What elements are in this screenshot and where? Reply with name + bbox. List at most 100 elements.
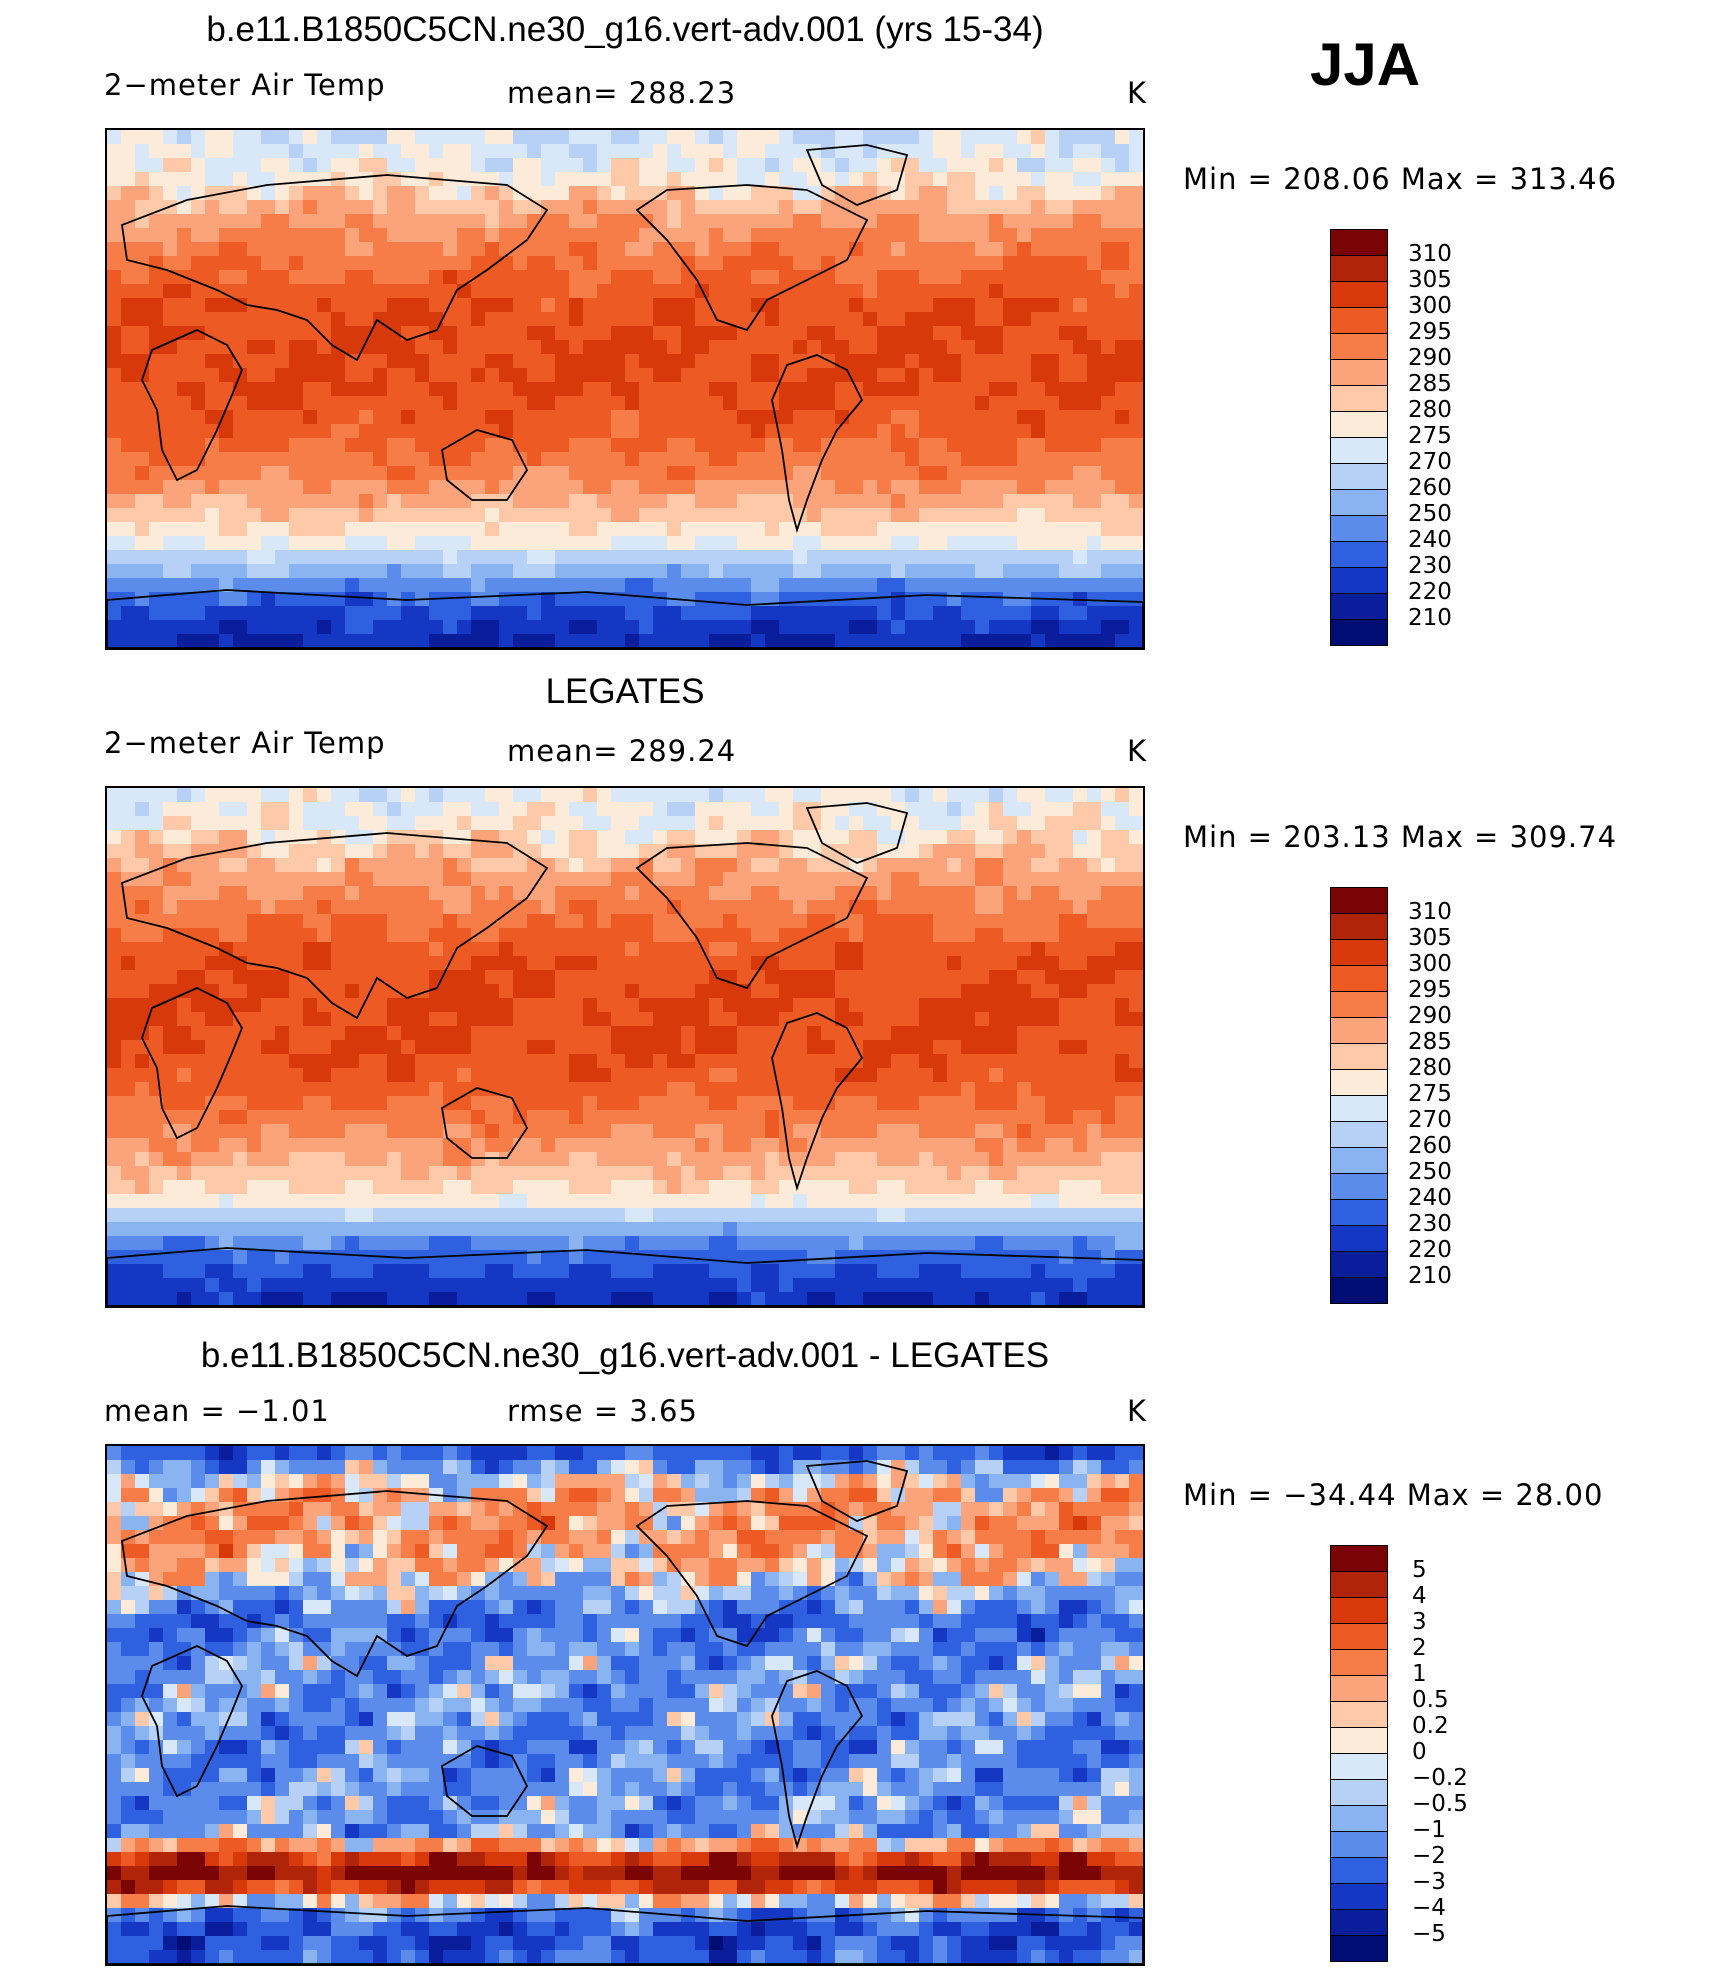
field-cell (499, 284, 514, 299)
field-cell (737, 340, 752, 355)
field-cell (597, 1012, 612, 1027)
field-cell (751, 550, 766, 565)
field-cell (863, 522, 878, 537)
field-cell (989, 312, 1004, 327)
field-cell (555, 830, 570, 845)
field-cell (877, 410, 892, 425)
field-cell (947, 284, 962, 299)
field-cell (107, 998, 122, 1013)
field-cell (555, 354, 570, 369)
field-cell (513, 158, 528, 173)
field-cell (107, 242, 122, 257)
field-cell (863, 1054, 878, 1069)
field-cell (905, 1068, 920, 1083)
field-cell (177, 802, 192, 817)
field-cell (471, 326, 486, 341)
field-cell (821, 1026, 836, 1041)
field-cell (877, 424, 892, 439)
field-cell (275, 1124, 290, 1139)
field-cell (863, 466, 878, 481)
field-cell (443, 1138, 458, 1153)
field-cell (765, 214, 780, 229)
field-cell (1045, 312, 1060, 327)
field-cell (737, 1026, 752, 1041)
field-cell (667, 326, 682, 341)
field-cell (765, 494, 780, 509)
field-cell (401, 270, 416, 285)
field-cell (779, 788, 794, 803)
field-cell (233, 172, 248, 187)
field-cell (1101, 984, 1116, 999)
field-cell (639, 914, 654, 929)
field-cell (121, 998, 136, 1013)
field-cell (583, 1124, 598, 1139)
field-cell (765, 578, 780, 593)
field-cell (247, 186, 262, 201)
field-cell (877, 214, 892, 229)
field-cell (1087, 382, 1102, 397)
field-cell (135, 802, 150, 817)
field-cell (443, 536, 458, 551)
field-cell (1017, 130, 1032, 145)
field-cell (247, 998, 262, 1013)
field-cell (485, 1096, 500, 1111)
field-cell (1115, 130, 1130, 145)
field-cell (1101, 998, 1116, 1013)
field-cell (975, 606, 990, 621)
field-cell (625, 830, 640, 845)
field-cell (569, 928, 584, 943)
field-cell (989, 872, 1004, 887)
field-cell (555, 1124, 570, 1139)
field-cell (821, 1082, 836, 1097)
field-cell (849, 242, 864, 257)
field-cell (611, 928, 626, 943)
field-cell (261, 200, 276, 215)
field-cell (905, 424, 920, 439)
field-cell (807, 802, 822, 817)
field-cell (891, 970, 906, 985)
field-cell (569, 410, 584, 425)
field-cell (1059, 1152, 1074, 1167)
field-cell (891, 788, 906, 803)
field-cell (149, 424, 164, 439)
field-cell (555, 214, 570, 229)
field-cell (261, 256, 276, 271)
field-cell (625, 970, 640, 985)
field-cell (961, 214, 976, 229)
field-cell (1129, 606, 1143, 621)
field-cell (989, 396, 1004, 411)
field-cell (163, 438, 178, 453)
field-cell (597, 956, 612, 971)
field-cell (219, 368, 234, 383)
field-cell (877, 606, 892, 621)
field-cell (1045, 886, 1060, 901)
field-cell (1101, 620, 1116, 635)
field-cell (947, 200, 962, 215)
field-cell (709, 1012, 724, 1027)
field-cell (653, 466, 668, 481)
field-cell (597, 242, 612, 257)
field-cell (359, 1124, 374, 1139)
field-cell (863, 256, 878, 271)
field-cell (121, 144, 136, 159)
field-cell (821, 424, 836, 439)
field-cell (275, 214, 290, 229)
field-cell (177, 438, 192, 453)
field-cell (947, 466, 962, 481)
field-cell (485, 928, 500, 943)
field-cell (625, 984, 640, 999)
field-cell (457, 830, 472, 845)
field-cell (457, 242, 472, 257)
field-cell (415, 1026, 430, 1041)
field-cell (1129, 382, 1143, 397)
field-cell (289, 592, 304, 607)
field-cell (1073, 984, 1088, 999)
field-cell (485, 914, 500, 929)
field-cell (933, 998, 948, 1013)
field-cell (779, 480, 794, 495)
field-cell (177, 872, 192, 887)
field-cell (709, 256, 724, 271)
field-cell (821, 480, 836, 495)
field-cell (709, 480, 724, 495)
colorbar-label: 230 (1408, 553, 1452, 579)
